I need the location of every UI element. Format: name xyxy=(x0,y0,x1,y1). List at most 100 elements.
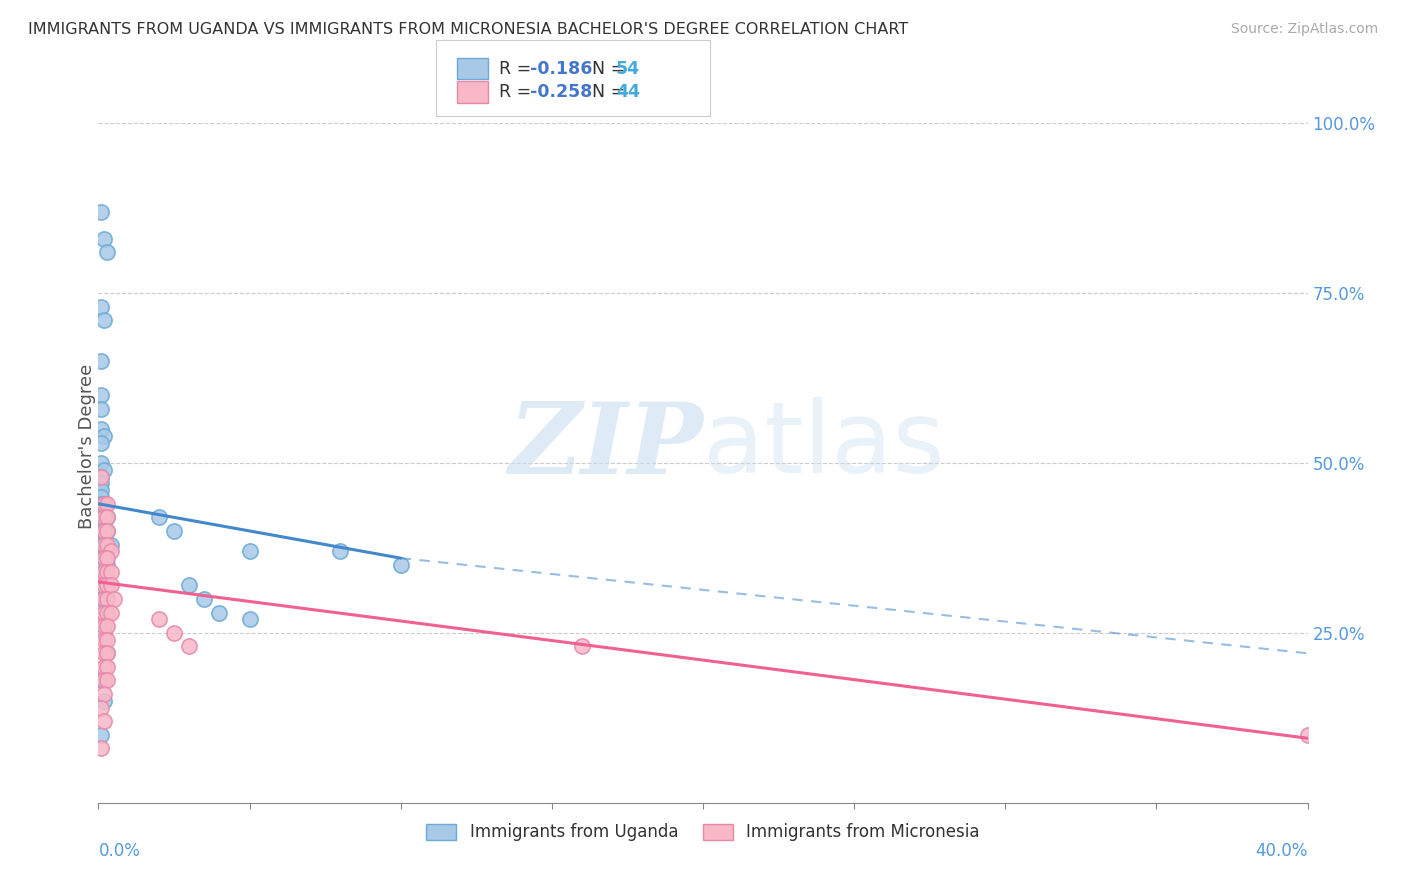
Point xyxy=(93,626,115,640)
Point xyxy=(93,572,115,586)
Point xyxy=(96,497,118,511)
Point xyxy=(100,537,122,551)
Y-axis label: Bachelor's Degree: Bachelor's Degree xyxy=(79,363,96,529)
Point xyxy=(93,714,115,729)
Text: R =: R = xyxy=(499,60,537,78)
Point xyxy=(90,673,112,688)
Point xyxy=(96,558,118,572)
Point xyxy=(571,640,593,654)
Point xyxy=(96,524,118,538)
Point xyxy=(100,578,122,592)
Point xyxy=(93,578,115,592)
Point xyxy=(93,497,115,511)
Point xyxy=(96,245,118,260)
Point xyxy=(90,469,112,483)
Point xyxy=(90,558,112,572)
Point xyxy=(96,591,118,606)
Text: N =: N = xyxy=(581,83,630,101)
Point xyxy=(93,510,115,524)
Text: ZIP: ZIP xyxy=(508,398,703,494)
Text: 40.0%: 40.0% xyxy=(1256,842,1308,860)
Text: 54: 54 xyxy=(616,60,640,78)
Point xyxy=(239,612,262,626)
Point xyxy=(93,619,115,633)
Point xyxy=(93,694,115,708)
Point xyxy=(96,524,118,538)
Point xyxy=(90,612,112,626)
Point xyxy=(90,728,112,742)
Point xyxy=(93,673,115,688)
Point xyxy=(93,517,115,532)
Point xyxy=(93,551,115,566)
Point xyxy=(100,544,122,558)
Point xyxy=(90,300,112,314)
Point xyxy=(90,524,112,538)
Text: 0.0%: 0.0% xyxy=(98,842,141,860)
Text: N =: N = xyxy=(581,60,630,78)
Point xyxy=(93,429,115,443)
Point xyxy=(96,565,118,579)
Point xyxy=(93,687,115,701)
Point xyxy=(90,551,112,566)
Point xyxy=(93,232,115,246)
Point xyxy=(90,700,112,714)
Point xyxy=(90,476,112,491)
Point xyxy=(90,469,112,483)
Point xyxy=(96,660,118,674)
Point xyxy=(96,551,118,566)
Point xyxy=(90,388,112,402)
Point xyxy=(90,741,112,756)
Text: R =: R = xyxy=(499,83,537,101)
Point xyxy=(96,510,118,524)
Point xyxy=(96,578,118,592)
Point xyxy=(90,490,112,504)
Point xyxy=(96,606,118,620)
Point xyxy=(329,544,352,558)
Point xyxy=(93,646,115,660)
Point xyxy=(93,497,115,511)
Text: IMMIGRANTS FROM UGANDA VS IMMIGRANTS FROM MICRONESIA BACHELOR'S DEGREE CORRELATI: IMMIGRANTS FROM UGANDA VS IMMIGRANTS FRO… xyxy=(28,22,908,37)
Point xyxy=(93,537,115,551)
Point xyxy=(96,632,118,647)
Point xyxy=(93,524,115,538)
Point xyxy=(93,510,115,524)
Point xyxy=(100,565,122,579)
Point xyxy=(1296,728,1319,742)
Point xyxy=(148,612,170,626)
Point xyxy=(90,497,112,511)
Point xyxy=(96,510,118,524)
Point xyxy=(90,510,112,524)
Point xyxy=(93,632,115,647)
Point xyxy=(93,591,115,606)
Point xyxy=(93,463,115,477)
Point xyxy=(103,591,125,606)
Point xyxy=(96,619,118,633)
Point xyxy=(96,537,118,551)
Point xyxy=(90,537,112,551)
Point xyxy=(93,551,115,566)
Legend: Immigrants from Uganda, Immigrants from Micronesia: Immigrants from Uganda, Immigrants from … xyxy=(419,817,987,848)
Point xyxy=(96,591,118,606)
Point xyxy=(93,660,115,674)
Point xyxy=(90,591,112,606)
Point xyxy=(239,544,262,558)
Point xyxy=(389,558,412,572)
Point xyxy=(179,640,201,654)
Point xyxy=(90,435,112,450)
Point xyxy=(163,524,186,538)
Point xyxy=(208,606,231,620)
Text: 44: 44 xyxy=(616,83,640,101)
Point xyxy=(90,483,112,498)
Point xyxy=(93,313,115,327)
Point xyxy=(93,606,115,620)
Point xyxy=(93,565,115,579)
Text: Source: ZipAtlas.com: Source: ZipAtlas.com xyxy=(1230,22,1378,37)
Text: -0.186: -0.186 xyxy=(530,60,592,78)
Point xyxy=(96,673,118,688)
Point xyxy=(90,456,112,470)
Point xyxy=(193,591,215,606)
Point xyxy=(90,503,112,517)
Point xyxy=(90,572,112,586)
Point xyxy=(96,646,118,660)
Point xyxy=(93,537,115,551)
